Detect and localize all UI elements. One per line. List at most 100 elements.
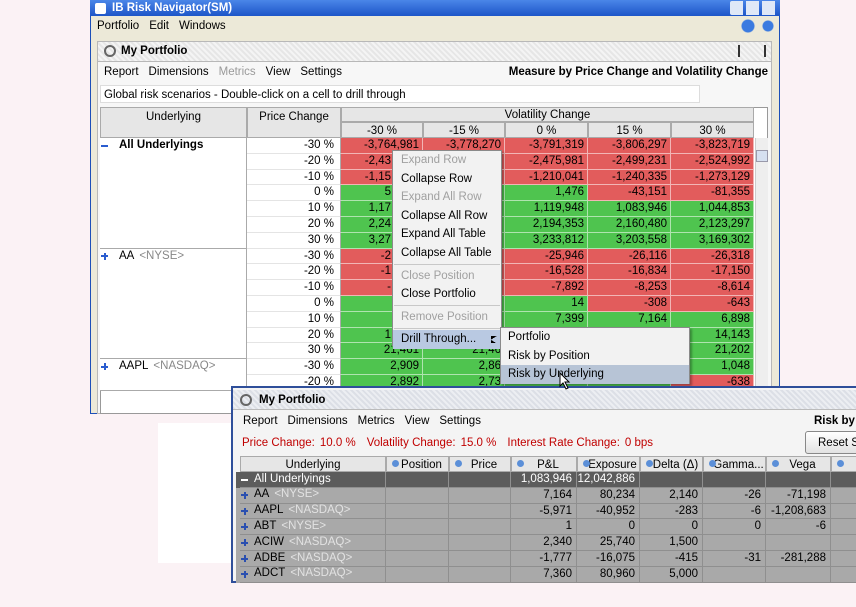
header-cell[interactable]: Position [386, 456, 449, 472]
toolbar-item[interactable]: Metrics [357, 415, 395, 427]
submenu-item[interactable]: Risk by Position [508, 349, 590, 362]
position-cell[interactable]: 0 [703, 519, 766, 536]
toolbar-item[interactable]: Dimensions [287, 415, 348, 427]
position-cell[interactable]: -31 [703, 551, 766, 567]
position-cell[interactable]: -281,288 [766, 551, 831, 567]
expander-icon[interactable] [241, 539, 248, 547]
header-cell[interactable]: Delta (Δ) [640, 456, 703, 472]
scenario-cell[interactable]: -16,834 [588, 264, 671, 281]
scenario-cell[interactable]: 2,194,353 [505, 217, 588, 233]
menu-item[interactable]: Portfolio [97, 20, 140, 32]
position-cell[interactable]: 1 [511, 519, 577, 536]
position-cell[interactable]: 25,740 [577, 535, 640, 551]
position-cell[interactable]: 0 [640, 519, 703, 536]
header-cell[interactable]: Vega [766, 456, 831, 472]
position-cell[interactable] [449, 519, 511, 536]
scenario-cell[interactable]: 6,898 [671, 311, 754, 328]
position-cell[interactable]: 0 [577, 519, 640, 536]
scroll-thumb[interactable] [756, 150, 768, 162]
position-cell[interactable]: 2,340 [511, 535, 577, 551]
submenu-item[interactable]: Portfolio [508, 331, 551, 343]
context-menu-item[interactable]: Collapse All Row [401, 209, 488, 222]
scenario-cell[interactable]: -2,524,992 [671, 153, 754, 170]
scenario-cell[interactable]: -3,823,719 [671, 138, 754, 154]
position-cell[interactable] [831, 551, 856, 567]
position-cell[interactable] [449, 503, 511, 520]
help-icons[interactable] [740, 18, 776, 34]
header-cell[interactable]: Exposure [577, 456, 640, 472]
expander-icon[interactable] [101, 363, 108, 371]
scenario-cell[interactable]: -2,475,981 [505, 153, 588, 170]
scenario-cell[interactable]: 1,476 [505, 185, 588, 202]
position-cell[interactable]: -5,971 [511, 503, 577, 520]
position-cell[interactable]: 1,083,946 [511, 472, 577, 488]
scenario-cell[interactable]: 3,203,558 [588, 232, 671, 249]
position-cell[interactable] [386, 472, 449, 488]
header-cell[interactable]: Gamma... [703, 456, 766, 472]
position-cell[interactable]: -71,198 [766, 487, 831, 504]
submenu-item[interactable]: Risk by Underlying [501, 365, 689, 384]
expander-icon[interactable] [241, 523, 248, 531]
expander-icon[interactable] [241, 507, 248, 515]
expander-icon[interactable] [101, 142, 108, 149]
scenario-cell[interactable]: -17,150 [671, 264, 754, 281]
position-cell[interactable]: -40,952 [577, 503, 640, 520]
position-cell[interactable] [703, 535, 766, 551]
position-cell[interactable] [386, 503, 449, 520]
scenario-cell[interactable]: -26,116 [588, 248, 671, 265]
scenario-cell[interactable]: -7,892 [505, 280, 588, 296]
position-cell[interactable] [831, 487, 856, 504]
scenario-cell[interactable]: -643 [671, 296, 754, 312]
header-cell[interactable]: P&L [511, 456, 577, 472]
expander-icon[interactable] [241, 570, 248, 578]
scenario-cell[interactable]: -25,946 [505, 248, 588, 265]
position-cell[interactable] [831, 472, 856, 488]
position-cell[interactable] [386, 535, 449, 551]
position-cell[interactable]: -16,075 [577, 551, 640, 567]
scenario-cell[interactable]: -1,210,041 [505, 169, 588, 186]
position-cell[interactable] [831, 503, 856, 520]
position-cell[interactable] [386, 487, 449, 504]
position-cell[interactable]: 12,042,886 [577, 472, 640, 488]
position-cell[interactable]: -26 [703, 487, 766, 504]
position-cell[interactable]: -415 [640, 551, 703, 567]
position-cell[interactable] [449, 472, 511, 488]
context-menu-item[interactable]: Close Portfolio [401, 288, 476, 301]
position-cell[interactable] [449, 566, 511, 583]
position-cell[interactable] [766, 566, 831, 583]
context-menu-item[interactable]: Collapse All Table [401, 247, 492, 259]
scenario-cell[interactable]: -3,806,297 [588, 138, 671, 154]
toolbar-item[interactable]: Report [104, 66, 139, 78]
toolbar-item[interactable]: Report [243, 415, 278, 427]
scenario-cell[interactable]: 14,143 [671, 327, 754, 344]
scenario-cell[interactable]: 2,909 [341, 359, 423, 375]
scenario-cell[interactable]: -43,151 [588, 185, 671, 202]
position-cell[interactable] [449, 551, 511, 567]
position-cell[interactable] [386, 551, 449, 567]
position-cell[interactable]: 1,500 [640, 535, 703, 551]
scenario-cell[interactable]: 2,160,480 [588, 217, 671, 233]
scenario-cell[interactable]: 7,399 [505, 311, 588, 328]
position-cell[interactable] [449, 535, 511, 551]
position-cell[interactable]: 2,140 [640, 487, 703, 504]
scenario-cell[interactable]: 1,083,946 [588, 201, 671, 217]
context-menu-item[interactable]: Collapse Row [401, 172, 472, 185]
scenario-cell[interactable]: 3,169,302 [671, 232, 754, 249]
toolbar-item[interactable]: View [404, 415, 430, 427]
scenario-cell[interactable]: 2,86 [423, 359, 505, 375]
scenario-cell[interactable]: -2,499,231 [588, 153, 671, 170]
scenario-cell[interactable]: 1,048 [671, 359, 754, 375]
window-buttons[interactable] [730, 1, 778, 15]
position-cell[interactable]: -6 [766, 519, 831, 536]
expander-icon[interactable] [241, 491, 248, 499]
scenario-cell[interactable]: -8,253 [588, 280, 671, 296]
position-cell[interactable]: 80,234 [577, 487, 640, 504]
toolbar-item[interactable]: View [265, 66, 291, 78]
position-cell[interactable]: -283 [640, 503, 703, 520]
scenario-cell[interactable]: 1,119,948 [505, 201, 588, 217]
position-cell[interactable] [831, 566, 856, 583]
position-cell[interactable] [766, 472, 831, 488]
toolbar-item[interactable]: Settings [300, 66, 342, 78]
position-cell[interactable]: 5,000 [640, 566, 703, 583]
context-menu-item[interactable]: Drill Through... [393, 330, 501, 349]
